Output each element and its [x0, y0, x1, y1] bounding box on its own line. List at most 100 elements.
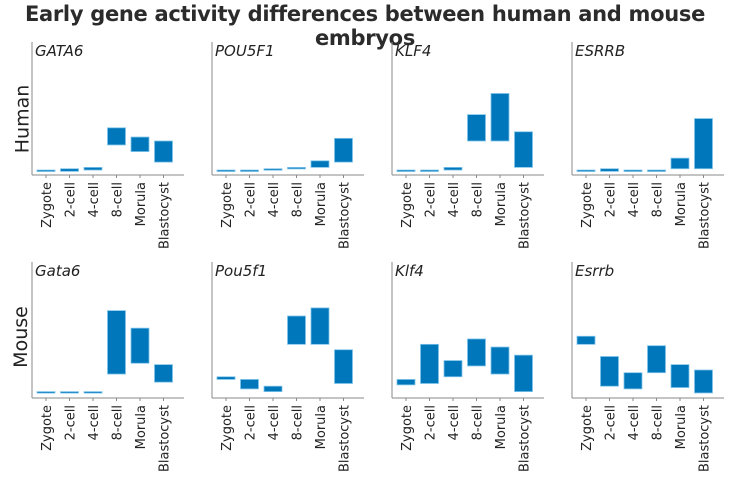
x-tick-label: Blastocyst	[158, 405, 173, 472]
x-tick-label: 4-cell	[627, 405, 642, 440]
bar-8-cell	[467, 114, 486, 142]
bar-4-cell	[83, 166, 103, 171]
x-tick-label: Zygote	[220, 182, 235, 228]
x-tick-label: Morula	[674, 405, 689, 449]
x-tick-label: Morula	[134, 182, 149, 226]
panel-pou5f1-human: POU5F1 Zygote 2-cell 4-cell 8-cell Morula Blas…	[211, 42, 364, 249]
panel-gata6-human: GATA6 Zygote 2-cell 4-cell 8-cell Morula Blast…	[31, 42, 184, 249]
x-tick-label: 4-cell	[267, 405, 282, 440]
x-tick-label: Zygote	[580, 182, 595, 228]
bar-zygote	[576, 169, 596, 172]
x-tick-label: 4-cell	[87, 405, 102, 440]
x-tick-label: Blastocyst	[518, 405, 533, 472]
x-tick-label: 8-cell	[471, 182, 486, 217]
x-tick-label: Morula	[494, 182, 509, 226]
bar-morula	[490, 346, 510, 375]
x-tick-label: Blastocyst	[158, 182, 173, 249]
bar-zygote	[36, 169, 56, 172]
bar-4-cell	[263, 385, 283, 393]
bar-4-cell	[443, 360, 463, 378]
x-tick-label: Zygote	[400, 182, 415, 228]
x-tick-label: 2-cell	[64, 182, 79, 217]
bar-morula	[130, 136, 150, 152]
bar-zygote	[216, 376, 236, 380]
bar-8-cell	[287, 166, 306, 170]
bar-blastocyst	[334, 349, 353, 384]
x-tick-label: 8-cell	[651, 405, 666, 440]
bar-blastocyst	[154, 140, 173, 163]
chart-title: Early gene activity differences between …	[24, 2, 706, 50]
x-tick-label: 8-cell	[111, 405, 126, 440]
panel-esrrb-mouse: Esrrb Zygote 2-cell 4-cell 8-cell Morula Blast…	[571, 262, 724, 472]
bar-zygote	[396, 169, 416, 172]
x-tick-label: 2-cell	[244, 405, 259, 440]
bar-blastocyst	[694, 118, 713, 170]
bar-morula	[670, 364, 690, 388]
panel-pou5f1-mouse: Pou5f1 Zygote 2-cell 4-cell 8-cell Morula Blas…	[211, 262, 364, 472]
panel-klf4-human: KLF4 Zygote 2-cell 4-cell 8-cell Morula Blasto…	[391, 42, 544, 249]
bar-blastocyst	[514, 354, 533, 392]
bar-2-cell	[60, 168, 79, 172]
x-tick-label: 4-cell	[447, 405, 462, 440]
bar-morula	[310, 307, 330, 345]
bar-4-cell	[443, 166, 463, 171]
bar-morula	[490, 93, 510, 142]
x-tick-label: Blastocyst	[338, 405, 353, 472]
x-tick-label: Zygote	[40, 182, 55, 228]
x-tick-label: 4-cell	[267, 182, 282, 217]
bar-8-cell	[467, 338, 486, 367]
panel-title: Esrrb	[575, 262, 614, 280]
bar-2-cell	[240, 379, 259, 390]
x-tick-label: 2-cell	[244, 182, 259, 217]
panel-title: GATA6	[35, 42, 83, 60]
panel-title: KLF4	[395, 42, 431, 60]
x-tick-label: 2-cell	[424, 182, 439, 217]
bar-morula	[310, 160, 330, 168]
bar-8-cell	[647, 169, 666, 172]
bar-blastocyst	[334, 137, 353, 163]
bar-2-cell	[240, 169, 259, 172]
x-tick-label: Blastocyst	[338, 182, 353, 249]
x-tick-label: 2-cell	[604, 182, 619, 217]
bar-8-cell	[287, 315, 306, 345]
x-tick-label: Morula	[134, 405, 149, 449]
x-tick-label: 8-cell	[651, 182, 666, 217]
bar-8-cell	[107, 127, 126, 146]
x-tick-label: 8-cell	[111, 182, 126, 217]
panel-gata6-mouse: Gata6 Zygote 2-cell 4-cell 8-cell Morula Blast…	[31, 262, 184, 472]
bar-4-cell	[263, 168, 283, 171]
x-tick-label: Blastocyst	[698, 405, 713, 472]
x-tick-label: 4-cell	[627, 182, 642, 217]
bar-blastocyst	[514, 131, 533, 168]
x-tick-label: Morula	[494, 405, 509, 449]
x-tick-label: Morula	[314, 182, 329, 226]
bar-2-cell	[420, 343, 439, 384]
bar-2-cell	[60, 391, 79, 394]
x-tick-label: 2-cell	[424, 405, 439, 440]
panel-title: POU5F1	[215, 42, 275, 60]
panel-title: ESRRB	[575, 42, 625, 60]
bar-4-cell	[83, 391, 103, 394]
x-tick-label: Morula	[674, 182, 689, 226]
panel-title: Pou5f1	[215, 262, 267, 280]
bar-8-cell	[107, 310, 126, 375]
bar-2-cell	[600, 356, 619, 387]
bar-zygote	[396, 379, 416, 386]
x-tick-label: Zygote	[580, 405, 595, 451]
x-tick-label: Blastocyst	[698, 182, 713, 249]
bar-zygote	[576, 335, 596, 345]
bar-morula	[670, 157, 690, 170]
x-tick-label: 8-cell	[291, 182, 306, 217]
bar-2-cell	[420, 169, 439, 172]
x-tick-label: Blastocyst	[518, 182, 533, 249]
x-tick-label: 8-cell	[471, 405, 486, 440]
bar-zygote	[216, 169, 236, 172]
bar-blastocyst	[154, 364, 173, 383]
x-tick-label: Zygote	[40, 405, 55, 451]
bar-zygote	[36, 391, 56, 394]
bar-8-cell	[647, 345, 666, 374]
bar-morula	[130, 327, 150, 364]
x-tick-label: 8-cell	[291, 405, 306, 440]
x-tick-label: 4-cell	[447, 182, 462, 217]
